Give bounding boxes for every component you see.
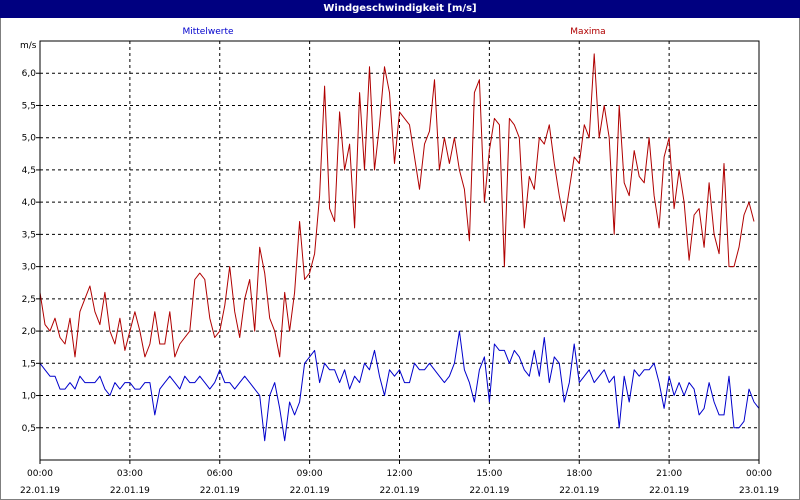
x-tick-date: 22.01.19 (110, 486, 150, 496)
chart-title: Windgeschwindigkeit [m/s] (0, 0, 800, 18)
x-tick-time: 00:00 (27, 469, 53, 479)
y-tick-label: 1,5 (22, 359, 36, 369)
x-tick-time: 09:00 (297, 469, 323, 479)
legend-maxima: Maxima (570, 27, 605, 37)
grid-lines (40, 41, 759, 460)
y-tick-label: 5,0 (22, 134, 37, 144)
x-tick-time: 12:00 (387, 469, 413, 479)
x-tick-time: 00:00 (746, 469, 772, 479)
y-tick-label: 2,0 (22, 327, 37, 337)
x-tick-date: 22.01.19 (469, 486, 509, 496)
y-tick-label: 3,0 (22, 263, 37, 273)
y-tick-label: 4,0 (22, 198, 37, 208)
x-tick-date: 22.01.19 (559, 486, 599, 496)
x-tick-date: 22.01.19 (20, 486, 60, 496)
x-tick-date: 23.01.19 (739, 486, 779, 496)
x-tick-time: 15:00 (476, 469, 502, 479)
x-tick-date: 22.01.19 (200, 486, 240, 496)
x-tick-time: 06:00 (207, 469, 233, 479)
x-tick-date: 22.01.19 (379, 486, 419, 496)
y-tick-label: 1,0 (22, 392, 37, 402)
y-tick-label: 3,5 (22, 230, 36, 240)
x-tick-time: 21:00 (656, 469, 682, 479)
plot-area (39, 40, 760, 461)
y-tick-label: 5,5 (22, 101, 36, 111)
y-axis-unit: m/s (20, 41, 37, 51)
y-tick-label: 2,5 (22, 295, 36, 305)
legend-mittelwerte: Mittelwerte (182, 27, 233, 37)
x-tick-time: 03:00 (117, 469, 143, 479)
y-tick-label: 6,0 (22, 69, 37, 79)
series-line-maxima (39, 53, 755, 358)
series-line-mittelwerte (39, 330, 760, 442)
x-tick-time: 18:00 (566, 469, 592, 479)
series-lines (39, 53, 760, 442)
y-tick-label: 0,5 (22, 424, 36, 434)
x-tick-date: 22.01.19 (290, 486, 330, 496)
x-tick-date: 22.01.19 (649, 486, 689, 496)
axis-ticks: 0,5 1,0 1,5 2,0 2,5 3,0 3,5 4,0 4,5 5,0 5,5 6,0 00:0… (20, 69, 779, 496)
y-tick-label: 4,5 (22, 166, 36, 176)
